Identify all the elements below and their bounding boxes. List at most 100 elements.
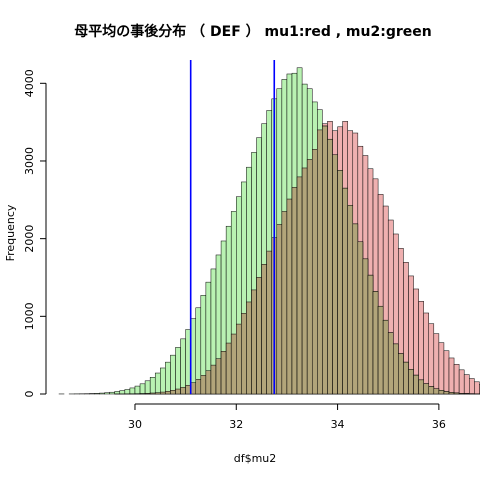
bar-overlap — [262, 264, 267, 394]
bar-overlap — [155, 393, 160, 394]
bar-overlap — [282, 211, 287, 394]
bar-overlap — [434, 389, 439, 394]
bar-red — [439, 343, 444, 394]
bar-green — [125, 389, 130, 394]
bar-overlap — [312, 149, 317, 394]
bar-green — [94, 393, 99, 394]
x-tick-label: 36 — [432, 418, 446, 431]
bar-overlap — [267, 251, 272, 394]
bar-overlap — [165, 391, 170, 394]
y-tick-label: 3000 — [23, 147, 36, 175]
bar-overlap — [216, 359, 221, 394]
bar-overlap — [343, 188, 348, 394]
bar-overlap — [383, 320, 388, 394]
chart-title: 母平均の事後分布 （ DEF ） mu1:red , mu2:green — [74, 23, 431, 40]
bar-green — [155, 373, 160, 394]
bar-overlap — [459, 393, 464, 394]
bar-overlap — [408, 369, 413, 394]
bar-red — [449, 358, 454, 394]
bar-overlap — [206, 371, 211, 394]
bar-red — [459, 370, 464, 394]
bar-green — [170, 355, 175, 394]
bar-overlap — [181, 387, 186, 394]
bar-overlap — [170, 390, 175, 394]
bar-overlap — [196, 379, 201, 394]
bar-overlap — [277, 224, 282, 394]
bar-overlap — [145, 393, 150, 394]
bar-overlap — [236, 324, 241, 394]
bar-overlap — [358, 242, 363, 394]
bar-overlap — [287, 199, 292, 394]
bar-overlap — [251, 290, 256, 394]
bar-overlap — [444, 392, 449, 394]
bar-green — [110, 392, 115, 394]
bar-overlap — [302, 168, 307, 394]
y-tick-label: 0 — [23, 391, 36, 398]
y-tick-label: 4000 — [23, 69, 36, 97]
bar-overlap — [363, 259, 368, 394]
bar-overlap — [368, 275, 373, 394]
bar-overlap — [424, 384, 429, 394]
bar-overlap — [353, 224, 358, 394]
bar-overlap — [160, 392, 165, 394]
x-tick-label: 34 — [331, 418, 345, 431]
bar-red — [444, 351, 449, 394]
bar-overlap — [322, 126, 327, 394]
bar-overlap — [393, 344, 398, 394]
bar-green — [140, 384, 145, 394]
bar-overlap — [327, 139, 332, 394]
bar-overlap — [429, 387, 434, 394]
bar-overlap — [414, 375, 419, 394]
x-tick-label: 30 — [128, 418, 142, 431]
bar-green — [105, 393, 110, 394]
bar-green — [181, 339, 186, 394]
bar-overlap — [317, 130, 322, 394]
bar-overlap — [241, 313, 246, 394]
bar-overlap — [297, 177, 302, 394]
bar-overlap — [292, 187, 297, 394]
bar-green — [160, 368, 165, 394]
bar-overlap — [257, 277, 262, 394]
bar-overlap — [398, 354, 403, 394]
bar-overlap — [449, 392, 454, 394]
bar-green — [175, 347, 180, 394]
bar-overlap — [403, 362, 408, 394]
y-tick-label: 1000 — [23, 302, 36, 330]
bar-overlap — [307, 159, 312, 394]
bar-overlap — [333, 155, 338, 394]
bar-overlap — [419, 380, 424, 394]
bars-layer — [59, 68, 480, 394]
bar-red — [469, 379, 474, 394]
bar-green — [115, 391, 120, 394]
x-axis-label: df$mu2 — [234, 452, 277, 465]
bar-green — [165, 362, 170, 394]
bar-green — [130, 388, 135, 394]
bar-overlap — [150, 393, 155, 394]
bar-green — [120, 391, 125, 394]
bar-red — [454, 364, 459, 394]
bar-overlap — [201, 375, 206, 394]
bar-overlap — [388, 333, 393, 394]
bar-red — [474, 382, 479, 394]
bar-overlap — [439, 390, 444, 394]
bar-overlap — [454, 393, 459, 394]
bar-overlap — [373, 291, 378, 394]
bar-overlap — [226, 343, 231, 394]
bar-overlap — [378, 306, 383, 394]
bar-green — [145, 381, 150, 394]
bar-green — [135, 386, 140, 394]
bar-red — [424, 313, 429, 394]
bar-red — [464, 375, 469, 394]
bar-green — [100, 393, 105, 394]
bar-overlap — [211, 365, 216, 394]
bar-overlap — [246, 302, 251, 394]
bar-overlap — [231, 334, 236, 394]
bar-green — [150, 377, 155, 394]
bar-overlap — [175, 389, 180, 394]
bar-overlap — [348, 205, 353, 394]
y-tick-label: 2000 — [23, 225, 36, 253]
bar-overlap — [221, 351, 226, 394]
bar-red — [434, 334, 439, 394]
